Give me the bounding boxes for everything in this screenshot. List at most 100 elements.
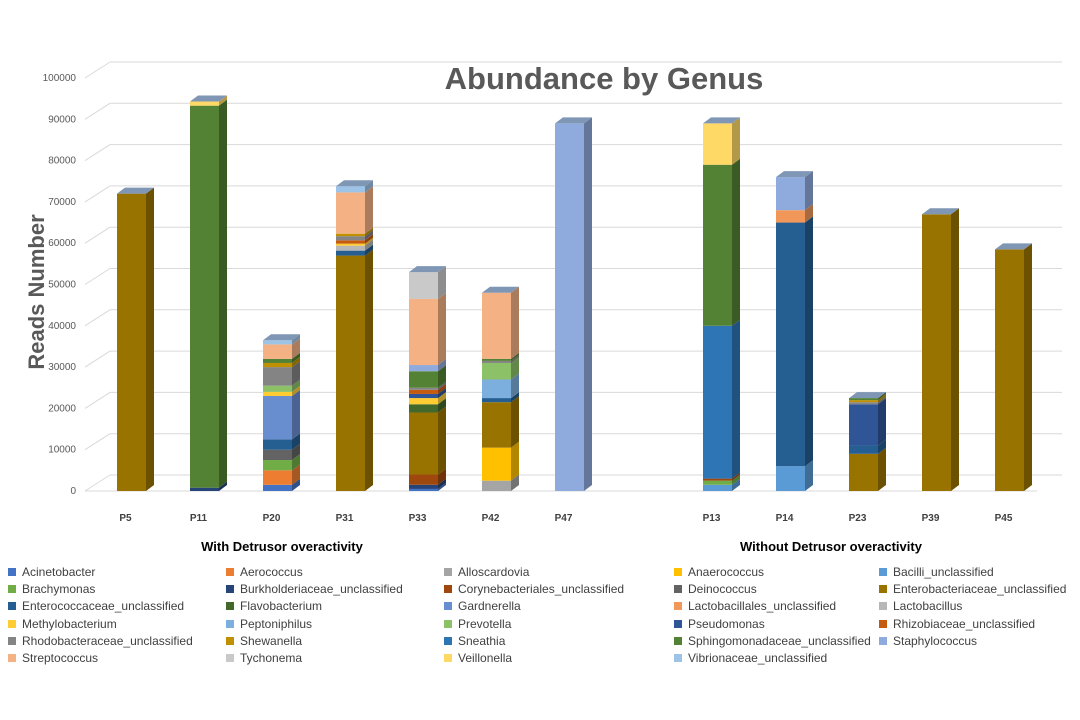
bar-segment bbox=[776, 177, 805, 211]
y-tick-label: 50000 bbox=[48, 280, 76, 291]
bar-segment-side bbox=[878, 392, 886, 401]
legend-item: Anaerococcus bbox=[674, 563, 879, 580]
bar-segment-side bbox=[1024, 243, 1032, 491]
bar-segment bbox=[409, 393, 438, 399]
bar-segment-side bbox=[292, 390, 300, 440]
legend-item: Rhodobacteraceae_unclassified bbox=[8, 632, 226, 649]
gridline-slant bbox=[84, 185, 111, 203]
bar-segment bbox=[995, 249, 1024, 491]
bar-p31 bbox=[336, 180, 373, 491]
legend-label: Lactobacillus bbox=[893, 599, 963, 614]
legend-item: Acinetobacter bbox=[8, 563, 226, 580]
bar-segment bbox=[263, 385, 292, 392]
bar-segment bbox=[776, 210, 805, 223]
bar-segment bbox=[703, 478, 732, 481]
bar-segment-side bbox=[365, 237, 373, 246]
bar-segment bbox=[482, 402, 511, 448]
bar-segment-side bbox=[511, 356, 519, 380]
bar-top-face bbox=[922, 208, 959, 215]
bar-segment-side bbox=[511, 354, 519, 363]
bar-segment bbox=[117, 193, 146, 491]
bar-top-face bbox=[117, 187, 154, 194]
bar-segment bbox=[263, 470, 292, 485]
bar-segment-side bbox=[365, 244, 373, 256]
legend-label: Brachymonas bbox=[22, 581, 96, 596]
bar-segment bbox=[263, 358, 292, 363]
legend-swatch bbox=[226, 584, 234, 593]
legend-label: Rhizobiaceae_unclassified bbox=[893, 616, 1036, 631]
bar-segment-side bbox=[584, 117, 592, 492]
bar-segment-side bbox=[438, 359, 446, 372]
x-tick-label: P20 bbox=[263, 513, 281, 524]
legend-item: Peptoniphilus bbox=[226, 615, 444, 632]
bar-segment-side bbox=[292, 338, 300, 359]
legend-item: Gardnerella bbox=[444, 598, 674, 615]
bar-segment-side bbox=[511, 396, 519, 448]
bar-segment-side bbox=[219, 481, 227, 491]
gridline-slant bbox=[84, 144, 111, 162]
y-tick-label: 30000 bbox=[48, 362, 76, 373]
bar-top-face bbox=[555, 117, 592, 124]
legend-label: Lactobacillales_unclassified bbox=[688, 599, 837, 614]
bar-segment-side bbox=[438, 381, 446, 390]
bar-segment bbox=[409, 412, 438, 475]
legend-swatch bbox=[674, 619, 682, 628]
bar-segment bbox=[190, 105, 219, 488]
bar-segment-side bbox=[805, 171, 813, 211]
bar-segment bbox=[482, 360, 511, 363]
bar-segment bbox=[263, 439, 292, 450]
bar-segment bbox=[849, 402, 878, 405]
legend-label: Gardnerella bbox=[458, 599, 521, 614]
y-tick-label: 90000 bbox=[48, 114, 76, 125]
bar-segment-side bbox=[438, 387, 446, 399]
legend-swatch bbox=[879, 602, 887, 611]
bar-segment bbox=[849, 404, 878, 446]
bar-segment bbox=[703, 164, 732, 326]
legend-label: Methylobacterium bbox=[22, 616, 117, 631]
bar-top-face bbox=[703, 117, 740, 124]
bar-segment-side bbox=[438, 292, 446, 366]
bar-segment bbox=[336, 192, 365, 234]
bar-segment-side bbox=[438, 482, 446, 491]
bar-segment-side bbox=[732, 474, 740, 485]
legend-item: Pseudomonas bbox=[674, 615, 879, 632]
bar-p20 bbox=[263, 334, 300, 491]
bar-segment-side bbox=[365, 230, 373, 241]
bar-segment-side bbox=[732, 478, 740, 491]
bar-segment bbox=[263, 449, 292, 461]
bar-segment bbox=[409, 398, 438, 405]
bar-segment-side bbox=[292, 361, 300, 386]
legend-swatch bbox=[226, 602, 234, 611]
bar-top-face bbox=[190, 95, 227, 102]
legend-label: Vibrionaceae_unclassified bbox=[688, 651, 828, 666]
x-tick-label: P5 bbox=[119, 513, 132, 524]
gridline-slant bbox=[84, 309, 111, 327]
bar-segment bbox=[263, 460, 292, 471]
bar-segment-side bbox=[365, 249, 373, 491]
bar-top-face bbox=[336, 180, 373, 187]
bar-segment bbox=[263, 391, 292, 397]
legend-item: Rhizobiaceae_unclassified bbox=[879, 615, 1080, 632]
legend-swatch bbox=[879, 584, 887, 593]
gridline-slant bbox=[84, 226, 111, 244]
bar-p5 bbox=[117, 187, 154, 491]
legend-label: Sphingomonadaceae_unclassified bbox=[688, 633, 871, 648]
bar-segment bbox=[336, 236, 365, 241]
y-axis-ticks: 0 10000 20000 30000 40000 50000 60000 70000 8000… bbox=[43, 73, 77, 497]
bar-segment-side bbox=[292, 464, 300, 485]
bar-segment bbox=[336, 255, 365, 491]
bar-segment-side bbox=[365, 227, 373, 237]
bar-segment bbox=[336, 243, 365, 246]
legend-label: Peptoniphilus bbox=[240, 616, 313, 631]
bar-p45 bbox=[995, 243, 1032, 491]
y-tick-label: 100000 bbox=[43, 73, 77, 84]
bar-segment bbox=[849, 398, 878, 401]
bar-segment-side bbox=[438, 392, 446, 405]
legend-swatch bbox=[8, 584, 16, 593]
bar-segment-side bbox=[878, 396, 886, 405]
bar-segment bbox=[263, 367, 292, 386]
bar-p11 bbox=[190, 95, 227, 491]
bar-segment-side bbox=[511, 392, 519, 403]
x-tick-label: P47 bbox=[555, 513, 573, 524]
legend-label: Pseudomonas bbox=[688, 616, 765, 631]
